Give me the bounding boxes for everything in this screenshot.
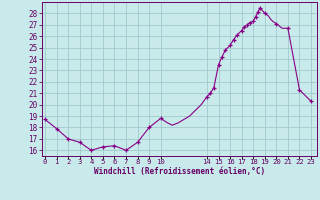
X-axis label: Windchill (Refroidissement éolien,°C): Windchill (Refroidissement éolien,°C) bbox=[94, 167, 265, 176]
